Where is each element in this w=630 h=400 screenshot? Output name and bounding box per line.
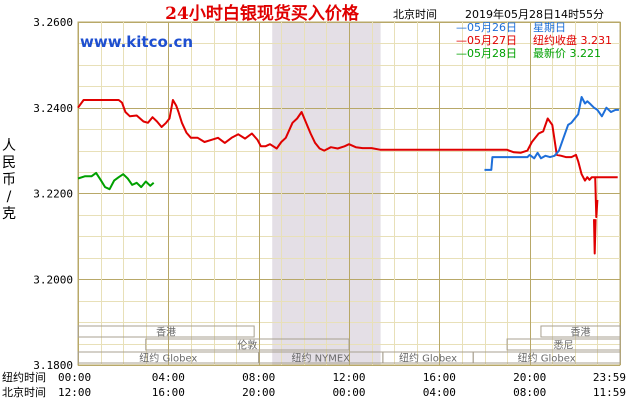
x-tick-label: 04:00 [152, 371, 185, 384]
series-line [77, 99, 618, 182]
y-axis-title-char: 币 [2, 172, 16, 188]
legend-text: 星期日 [533, 21, 566, 34]
x-tick-label: 20:00 [242, 386, 275, 399]
legend-date: —05月27日 [456, 34, 517, 47]
session-label: 香港 [156, 327, 176, 339]
session-bar [145, 338, 350, 351]
grid [77, 21, 621, 366]
session-label: 纽约 Globex [139, 352, 197, 365]
x-row-label: 纽约时间 [2, 370, 46, 384]
x-tick-label: 12:00 [58, 386, 91, 399]
x-tick-label: 23:59 [593, 371, 626, 384]
series-line [484, 96, 619, 171]
session-bar [472, 351, 621, 364]
x-tick-label: 08:00 [242, 371, 275, 384]
x-tick-label: 11:59 [593, 386, 626, 399]
legend-date: —05月28日 [456, 47, 517, 60]
legend-text: 纽约收盘 3.231 [533, 33, 612, 47]
timezone-label: 北京时间 [393, 7, 437, 21]
series-line [77, 171, 155, 191]
y-tick-label: 3.2200 [33, 188, 73, 201]
x-tick-label: 20:00 [513, 371, 546, 384]
x-row-label: 北京时间 [2, 385, 46, 399]
legend-text: 最新价 3.221 [533, 46, 601, 60]
price-series [77, 96, 619, 255]
time-axis-rows: 纽约时间 00:00 04:00 08:00 12:00 16:00 20:00 23:59 北… [2, 370, 626, 399]
y-tick-label: 3.2400 [33, 102, 73, 115]
axes: 3.2600 3.2400 3.2200 3.2000 3.1800 [33, 16, 73, 372]
session-bar [506, 338, 621, 351]
legend: —05月26日 星期日 —05月27日 纽约收盘 3.231 —05月28日 最新价 3.… [456, 21, 612, 60]
x-tick-label: 16:00 [152, 386, 185, 399]
y-axis-title: 人民币/克 [2, 138, 16, 222]
x-tick-label: 00:00 [332, 386, 365, 399]
session-bar [540, 325, 621, 338]
session-label: 纽约 Globex [399, 352, 457, 365]
y-axis-title-char: / [7, 189, 12, 205]
y-tick-label: 3.2000 [33, 273, 73, 286]
session-bar [77, 325, 255, 338]
session-label: 纽约 Globex [518, 352, 576, 365]
session-label: 伦敦 [237, 339, 257, 352]
x-tick-label: 00:00 [58, 371, 91, 384]
chart-title: 24小时白银现货买入价格 [165, 3, 360, 24]
x-tick-label: 04:00 [423, 386, 456, 399]
x-tick-label: 08:00 [513, 386, 546, 399]
y-axis-title-char: 人 [2, 138, 16, 154]
y-tick-label: 3.2600 [33, 16, 73, 29]
y-axis-title-char: 克 [2, 206, 16, 222]
x-tick-label: 16:00 [423, 371, 456, 384]
watermark: www.kitco.cn [80, 33, 193, 51]
series-line [593, 219, 597, 255]
session-label: 香港 [570, 327, 590, 339]
series-line [594, 177, 599, 219]
y-tick-label: 3.1800 [33, 359, 73, 372]
session-label: 纽约 NYMEX [291, 352, 350, 365]
y-axis-title-char: 民 [2, 155, 16, 171]
timestamp: 2019年05月28日14时55分 [465, 7, 604, 21]
x-tick-label: 12:00 [332, 371, 365, 384]
session-label: 悉尼 [554, 340, 574, 352]
legend-date: —05月26日 [456, 21, 517, 34]
